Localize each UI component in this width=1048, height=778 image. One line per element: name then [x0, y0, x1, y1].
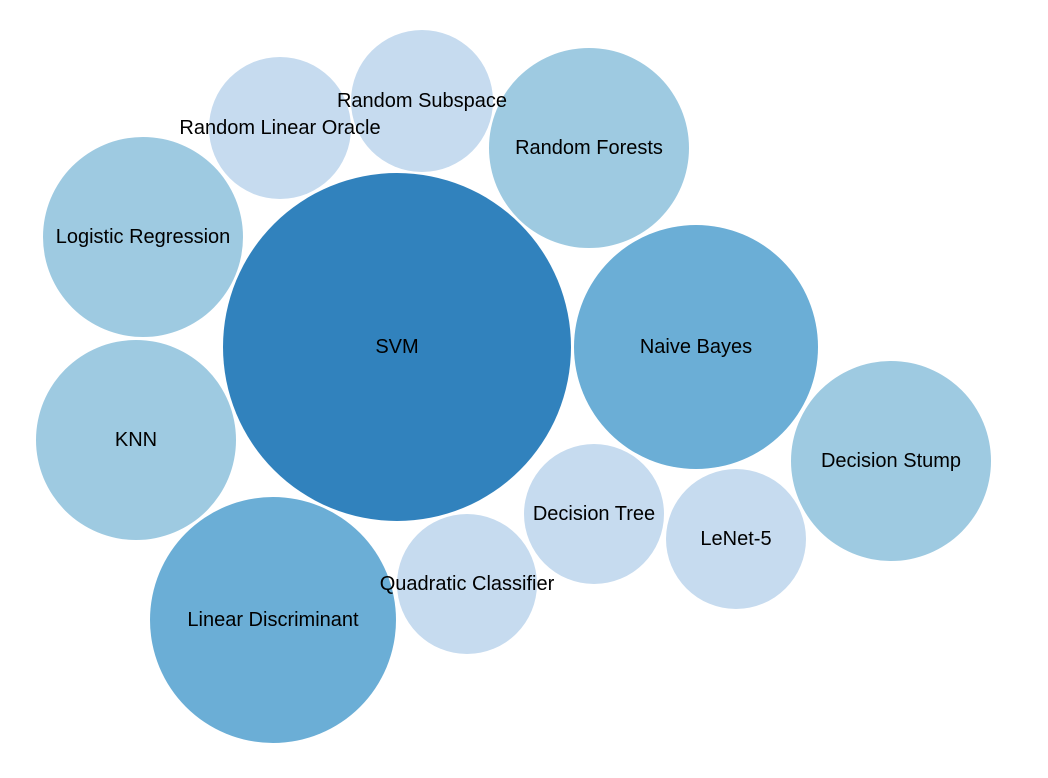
bubble-label-quadratic-classifier: Quadratic Classifier — [380, 573, 555, 595]
bubble-decision-tree — [524, 444, 664, 584]
bubble-random-linear-oracle — [209, 57, 351, 199]
bubble-logistic-regression — [43, 137, 243, 337]
bubble-label-logistic-regression: Logistic Regression — [56, 226, 231, 248]
bubble-random-subspace — [351, 30, 493, 172]
bubble-label-decision-stump: Decision Stump — [821, 450, 961, 472]
bubble-svm — [223, 173, 571, 521]
bubble-random-forests — [489, 48, 689, 248]
bubble-label-lenet-5: LeNet-5 — [700, 528, 771, 550]
labels-layer: SVM Naive Bayes Linear Discriminant Random … — [56, 90, 961, 631]
bubble-linear-discriminant — [150, 497, 396, 743]
bubble-label-random-subspace: Random Subspace — [337, 90, 507, 112]
bubble-label-random-linear-oracle: Random Linear Oracle — [179, 117, 380, 139]
bubble-quadratic-classifier — [397, 514, 537, 654]
bubble-label-knn: KNN — [115, 429, 157, 451]
bubble-label-linear-discriminant: Linear Discriminant — [187, 609, 359, 631]
bubble-knn — [36, 340, 236, 540]
bubble-naive-bayes — [574, 225, 818, 469]
bubble-decision-stump — [791, 361, 991, 561]
bubble-label-decision-tree: Decision Tree — [533, 503, 655, 525]
bubble-label-naive-bayes: Naive Bayes — [640, 336, 752, 358]
bubble-label-random-forests: Random Forests — [515, 137, 663, 159]
bubble-lenet-5 — [666, 469, 806, 609]
bubbles-layer — [36, 30, 991, 743]
bubble-label-svm: SVM — [375, 336, 418, 358]
